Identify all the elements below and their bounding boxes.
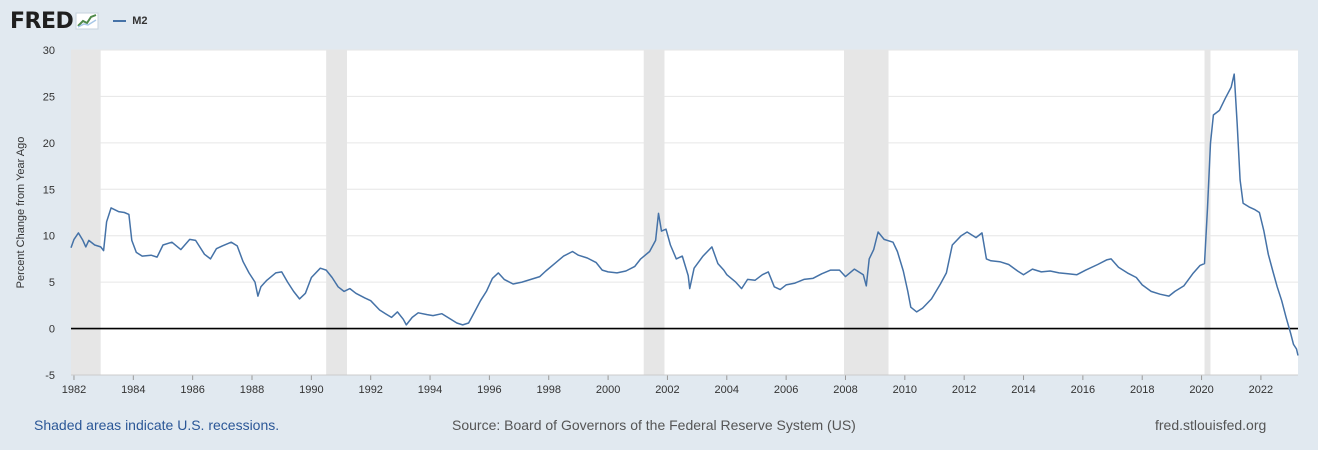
x-tick-label: 2018 (1130, 384, 1154, 396)
x-tick-label: 1996 (477, 384, 501, 396)
x-tick-label: 1990 (299, 384, 323, 396)
y-tick-label: 0 (49, 324, 55, 336)
x-tick-label: 2012 (952, 384, 976, 396)
y-tick-label: 20 (43, 138, 55, 150)
y-axis-ticks: -5 0 5 10 15 20 25 30 (43, 45, 55, 382)
x-tick-label: 2008 (833, 384, 857, 396)
x-tick-label: 1988 (240, 384, 264, 396)
recession-note-link[interactable]: Shaded areas indicate U.S. recessions. (34, 417, 280, 433)
x-tick-label: 2020 (1189, 384, 1213, 396)
x-tick-label: 2010 (893, 384, 917, 396)
x-tick-label: 1986 (180, 384, 204, 396)
x-tick-label: 1992 (358, 384, 382, 396)
x-tick-label: 1984 (121, 384, 145, 396)
x-tick-label: 1982 (62, 384, 86, 396)
x-tick-label: 2000 (596, 384, 620, 396)
site-url[interactable]: fred.stlouisfed.org (1155, 417, 1267, 433)
fred-logo-text: FRED (10, 8, 74, 34)
legend-label: M2 (132, 15, 148, 27)
recession-band (326, 50, 347, 375)
recession-band (643, 50, 665, 375)
y-tick-label: 25 (43, 91, 55, 103)
chart-legend[interactable]: M2 (113, 15, 148, 27)
y-tick-label: 15 (43, 184, 55, 196)
y-tick-label: 5 (49, 277, 55, 289)
x-tick-label: 2006 (774, 384, 798, 396)
y-tick-label: 30 (43, 45, 55, 57)
y-axis-label: Percent Change from Year Ago (15, 137, 27, 289)
x-tick-label: 2002 (655, 384, 679, 396)
y-tick-label: 10 (43, 231, 55, 243)
source-text: Source: Board of Governors of the Federa… (452, 417, 856, 433)
x-tick-label: 2022 (1249, 384, 1273, 396)
fred-chart-icon (75, 12, 99, 30)
recession-shading (71, 50, 1211, 375)
x-tick-label: 2016 (1071, 384, 1095, 396)
chart-header: FRED M2 (10, 6, 148, 36)
legend-line-swatch (113, 20, 127, 22)
x-tick-label: 2014 (1011, 384, 1035, 396)
plot-area (71, 50, 1298, 375)
recession-band (71, 50, 101, 375)
y-tick-label: -5 (45, 370, 55, 382)
series-line-m2 (70, 73, 1299, 356)
x-tick-label: 2004 (715, 384, 739, 396)
x-tick-label: 1998 (537, 384, 561, 396)
fred-logo[interactable]: FRED (10, 9, 99, 34)
x-tick-label: 1994 (418, 384, 442, 396)
x-axis-ticks: 1982 1984 1986 1988 1990 1992 1994 1996 1998 2000… (62, 374, 1298, 396)
recession-band (843, 50, 889, 375)
